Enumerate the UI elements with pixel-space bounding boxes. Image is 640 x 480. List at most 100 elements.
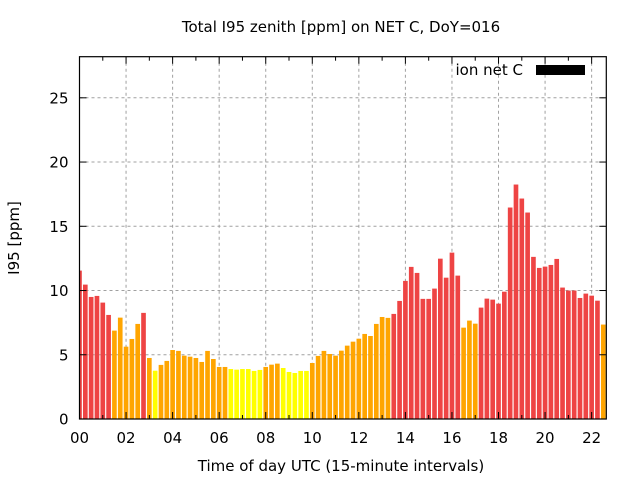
bar (251, 370, 257, 419)
y-tick-label: 0 (59, 411, 69, 429)
bar (170, 350, 175, 419)
bar (443, 277, 449, 419)
bar (350, 341, 356, 419)
bar (257, 369, 263, 419)
x-tick-label: 10 (303, 429, 322, 447)
legend-label: ion net C (456, 61, 523, 79)
x-tick-label: 04 (163, 429, 182, 447)
bar (187, 356, 193, 419)
bar (112, 330, 117, 419)
bar (496, 303, 501, 419)
bar (490, 299, 496, 419)
bar (176, 350, 181, 419)
x-axis-label: Time of day UTC (15-minute intervals) (197, 457, 484, 475)
bar (577, 297, 583, 419)
x-tick-label: 16 (442, 429, 461, 447)
bar (304, 370, 309, 419)
bar (164, 360, 170, 419)
bar (263, 366, 269, 419)
bar (403, 280, 408, 419)
bar (100, 302, 106, 419)
bar (432, 288, 437, 419)
bar (147, 357, 152, 419)
bar (275, 363, 280, 419)
x-tick-label: 18 (489, 429, 508, 447)
x-tick-label: 08 (256, 429, 275, 447)
bar (298, 370, 303, 419)
bar (408, 266, 414, 419)
y-tick-label: 15 (49, 218, 68, 236)
x-tick-label: 12 (349, 429, 368, 447)
bar (519, 198, 525, 419)
bar (205, 350, 210, 419)
bar (321, 350, 327, 419)
bar (193, 357, 199, 419)
bar (309, 362, 315, 419)
bar (379, 316, 385, 419)
bar (234, 369, 239, 419)
bar (426, 298, 432, 419)
bar (461, 327, 466, 419)
x-tick-label: 14 (396, 429, 415, 447)
bar (88, 296, 94, 419)
x-tick-labels: 00 02 04 06 08 10 12 14 16 18 20 22 (70, 429, 601, 447)
bar (414, 272, 420, 419)
x-tick-label: 20 (536, 429, 555, 447)
bar (315, 355, 321, 419)
bar (339, 350, 344, 419)
bar (152, 370, 158, 419)
legend-swatch (536, 65, 585, 75)
bar (292, 373, 298, 419)
y-axis-label: I95 [ppm] (5, 201, 23, 275)
bar (513, 184, 519, 419)
bar (199, 361, 205, 419)
bar (507, 207, 513, 419)
bar (548, 264, 554, 419)
x-tick-label: 02 (117, 429, 136, 447)
bar (472, 323, 478, 419)
bar (79, 270, 82, 419)
bar (362, 333, 367, 419)
bar (129, 338, 135, 419)
bar (333, 355, 338, 419)
bar (531, 256, 536, 419)
x-tick-label: 00 (70, 429, 89, 447)
bar (94, 295, 100, 419)
bar (327, 353, 333, 419)
bar (158, 364, 164, 419)
bar (554, 258, 560, 419)
bar (467, 320, 472, 419)
x-tick-label: 22 (582, 429, 601, 447)
bar (269, 364, 274, 419)
bar (595, 300, 600, 419)
legend: ion net C (456, 61, 585, 79)
bar (106, 314, 111, 419)
bar (356, 338, 362, 419)
bar (478, 307, 484, 419)
bar (391, 313, 397, 419)
y-tick-label: 20 (49, 154, 68, 172)
bar (385, 317, 391, 419)
bar (181, 355, 187, 419)
bar (600, 324, 606, 419)
bar (82, 284, 88, 419)
bar (589, 295, 594, 419)
bar (455, 275, 461, 419)
bar (222, 366, 228, 419)
bar (583, 293, 589, 419)
bar (449, 252, 455, 419)
x-tick-label: 06 (210, 429, 229, 447)
bars (79, 184, 612, 419)
bar (123, 346, 129, 419)
bar (211, 359, 216, 419)
bar (280, 367, 286, 419)
bar (560, 287, 565, 419)
bar (607, 320, 612, 419)
bar (373, 323, 379, 419)
bar (141, 312, 146, 419)
bar (484, 298, 490, 419)
bar (420, 298, 426, 419)
bar (344, 345, 350, 419)
y-tick-label: 5 (59, 346, 69, 364)
